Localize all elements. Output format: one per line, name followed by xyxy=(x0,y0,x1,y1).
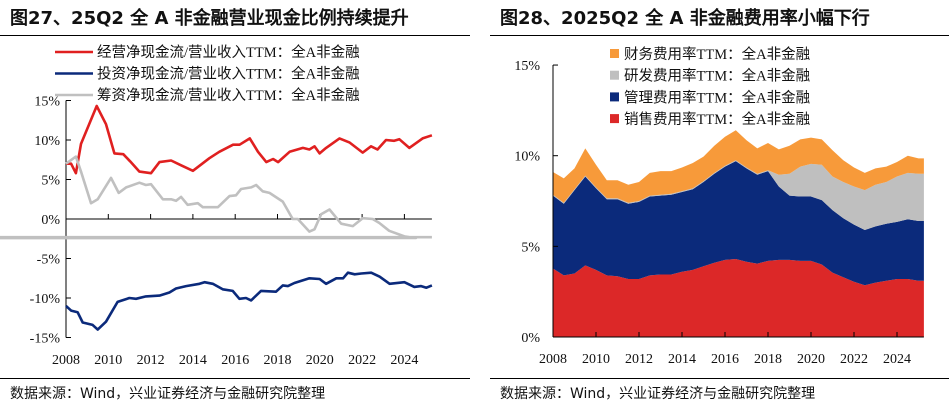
left-title-rule xyxy=(0,35,470,36)
series-line-1 xyxy=(65,271,433,331)
legend-label: 研发费用率TTM：全A非金融 xyxy=(624,67,810,85)
area-series-3 xyxy=(553,130,924,203)
area-series-0 xyxy=(553,259,924,337)
x-tick-label: 2012 xyxy=(137,353,165,368)
x-tick-label: 2016 xyxy=(221,353,249,368)
legend-label: 经营净现金流/营业收入TTM：全A非金融 xyxy=(97,43,360,61)
right-title-rule xyxy=(490,35,949,36)
series-line-0 xyxy=(66,104,433,175)
legend-label: 投资净现金流/营业收入TTM：全A非金融 xyxy=(97,65,360,83)
legend-swatch-3 xyxy=(610,49,619,58)
y-tick-label: 10% xyxy=(34,134,60,149)
x-tick-label: 2022 xyxy=(840,352,868,367)
x-tick-label: 2024 xyxy=(883,352,911,367)
x-tick-label: 2024 xyxy=(390,353,418,368)
left-source-note: 数据来源：Wind，兴业证券经济与金融研究院整理 xyxy=(10,386,326,402)
y-tick-label: 10% xyxy=(514,150,540,165)
x-tick-label: 2018 xyxy=(754,352,782,367)
x-tick-label: 2022 xyxy=(348,353,376,368)
y-tick-label: 0% xyxy=(521,331,540,346)
x-tick-label: 2014 xyxy=(668,352,696,367)
y-tick-label: 5% xyxy=(41,174,60,189)
left-chart-title: 图27、25Q2 全 A 非金融营业现金比例持续提升 xyxy=(10,8,409,29)
legend-label: 筹资净现金流/营业收入TTM：全A非金融 xyxy=(97,86,360,104)
x-tick-label: 2008 xyxy=(52,353,80,368)
legend-label: 财务费用率TTM：全A非金融 xyxy=(624,45,810,63)
y-tick-label: 0% xyxy=(41,213,60,228)
legend-swatch-1 xyxy=(610,92,619,102)
x-tick-label: 2010 xyxy=(94,353,122,368)
x-tick-label: 2020 xyxy=(797,352,825,367)
x-tick-label: 2008 xyxy=(539,352,567,367)
legend-swatch-2 xyxy=(610,70,619,80)
right-chart-title: 图28、2025Q2 全 A 非金融费用率小幅下行 xyxy=(500,8,870,29)
x-tick-label: 2014 xyxy=(179,353,207,368)
x-tick-label: 2018 xyxy=(264,353,292,368)
series-line-2 xyxy=(0,155,432,240)
left-bottom-rule xyxy=(0,378,470,379)
area-series-1 xyxy=(553,161,924,286)
x-tick-label: 2016 xyxy=(711,352,739,367)
legend-swatch-0 xyxy=(610,114,619,124)
y-tick-label: -5% xyxy=(37,253,61,268)
x-tick-label: 2020 xyxy=(306,353,334,368)
y-tick-label: 15% xyxy=(34,95,60,110)
y-tick-label: -10% xyxy=(30,292,61,307)
right-bottom-rule xyxy=(490,378,949,379)
x-tick-label: 2010 xyxy=(582,352,610,367)
y-tick-label: -15% xyxy=(30,332,61,347)
x-tick-label: 2012 xyxy=(625,352,653,367)
area-series-2 xyxy=(553,160,924,230)
y-tick-label: 5% xyxy=(521,240,540,255)
right-source-note: 数据来源：Wind，兴业证券经济与金融研究院整理 xyxy=(500,386,816,402)
legend-label: 销售费用率TTM：全A非金融 xyxy=(624,110,810,128)
legend-label: 管理费用率TTM：全A非金融 xyxy=(624,88,810,106)
y-tick-label: 15% xyxy=(514,59,540,74)
